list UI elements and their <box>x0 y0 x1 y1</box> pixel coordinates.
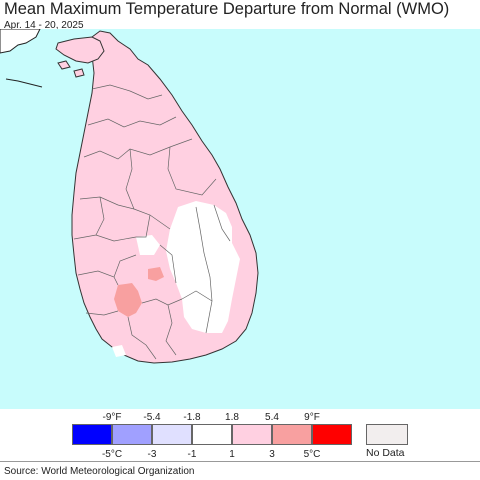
legend-c-label-6: 5°C <box>303 449 321 460</box>
near-normal-patch-west <box>136 235 160 255</box>
legend-f-label-1: -9°F <box>102 412 122 423</box>
map-panel <box>0 29 480 409</box>
date-range: Apr. 14 - 20, 2025 <box>4 20 84 31</box>
legend-f-label-4: 1.8 <box>225 412 239 423</box>
legend-c-label-5: 3 <box>269 449 275 460</box>
island-1 <box>57 60 71 70</box>
legend-swatch-5 <box>232 424 272 445</box>
legend-f-label-6: 9°F <box>304 412 320 423</box>
near-normal-region <box>166 201 240 333</box>
no-data-label: No Data <box>366 447 405 459</box>
legend-swatch-7 <box>312 424 352 445</box>
island-2 <box>73 68 85 78</box>
india-coast <box>0 29 41 54</box>
map-title: Mean Maximum Temperature Departure from … <box>4 0 450 18</box>
source-footer: Source: World Meteorological Organizatio… <box>0 461 480 480</box>
legend-swatch-6 <box>272 424 312 445</box>
legend-swatch-1 <box>72 424 112 445</box>
jaffna-peninsula <box>55 36 105 64</box>
legend-c-label-3: -1 <box>187 449 197 460</box>
adams-bridge <box>5 78 43 88</box>
warm-region-southwest <box>114 283 142 317</box>
no-data-swatch <box>366 424 408 445</box>
near-normal-patch-south <box>112 345 126 357</box>
legend-swatch-2 <box>112 424 152 445</box>
legend-c-label-2: -3 <box>147 449 157 460</box>
legend: -9°F -5.4 -1.8 1.8 5.4 9°F -5°C -3 -1 1 … <box>0 409 480 461</box>
legend-f-label-3: -1.8 <box>183 412 201 423</box>
legend-c-label-1: -5°C <box>101 449 123 460</box>
legend-swatch-4 <box>192 424 232 445</box>
warm-region-central <box>148 267 164 281</box>
legend-swatch-3 <box>152 424 192 445</box>
legend-f-label-2: -5.4 <box>143 412 161 423</box>
legend-f-label-5: 5.4 <box>265 412 279 423</box>
sri-lanka-map <box>0 29 480 409</box>
legend-c-label-4: 1 <box>229 449 235 460</box>
district-boundaries <box>73 84 231 360</box>
